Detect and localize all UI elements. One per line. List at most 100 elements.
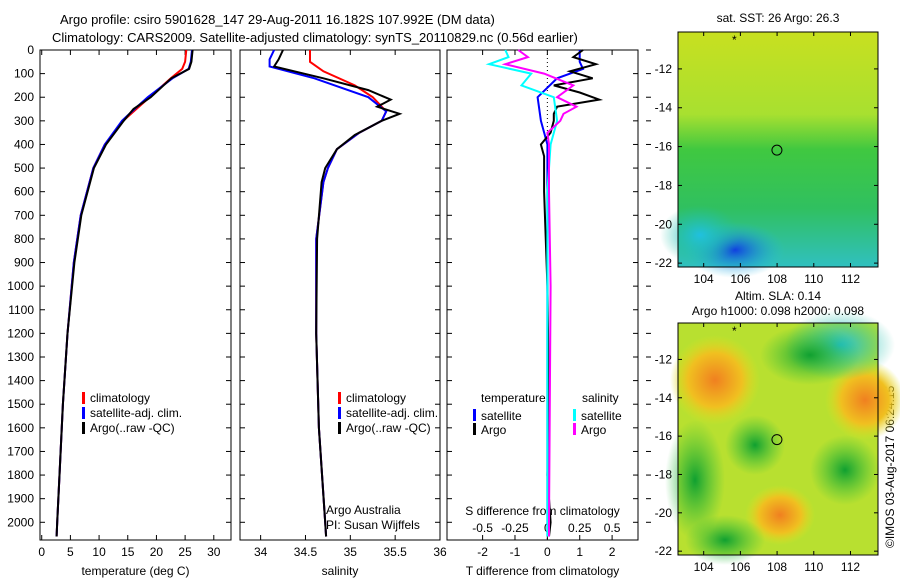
legend-swatch [338,407,341,419]
x-tick-label: -1 [510,545,521,559]
sla-map-frame [677,322,879,556]
y-tick-label: 0 [27,43,34,57]
sla-low-region [810,435,880,505]
series-line-satellite-adj-clim- [55,49,193,537]
sla-low-region [725,415,785,475]
y-tick-label: 1500 [7,397,34,411]
legend-label: Argo [581,423,607,437]
legend-swatch [573,409,576,421]
legend-swatch [573,423,576,435]
y-tick-label: 1300 [7,350,34,364]
x-tick-label: 0 [544,545,551,559]
x-tick-label: 1 [576,545,583,559]
map-x-tick-label: 112 [841,560,860,574]
series-line-t-argo [539,49,604,537]
y-tick-label: 1600 [7,421,34,435]
series-line-t-satellite [536,50,585,537]
s-diff-tick-label: 0.25 [568,521,592,535]
y-tick-label: 2000 [7,515,34,529]
x-tick-label: 25 [178,545,192,559]
y-tick-label: 1800 [7,468,34,482]
difference-panel: -2 -1 0 1 2 T difference from climatology -0.5… [446,49,651,578]
map-x-tick-label: 106 [730,560,750,574]
sst-cyan-region [660,205,740,265]
legend-label: satellite [481,409,522,423]
map-y-tick-label: -16 [655,429,673,443]
plot-frame [446,49,639,541]
sla-low-region [760,325,860,385]
x-tick-label: 35.5 [383,545,407,559]
map-x-tick-label: 112 [841,272,860,286]
profile-location-marker [771,144,783,156]
legend-label: Argo(..raw -QC) [346,421,431,435]
sla-low-region [665,420,725,540]
map-y-tick-label: -16 [655,140,673,154]
x-tick-label: 36 [433,545,447,559]
sla-map: Altim. SLA: 0.14 Argo h1000: 0.098 h2000… [655,289,900,574]
map-x-tick-label: 104 [694,272,714,286]
legend-label: satellite [581,409,622,423]
s-diff-axis-label: S difference from climatology [465,504,620,518]
profile-location-marker [771,434,783,446]
y-tick-label: 300 [14,114,34,128]
y-tick-label: 1900 [7,492,34,506]
map-y-tick-label: -18 [655,467,673,481]
map-y-tick-label: -20 [655,506,673,520]
x-axis-label: temperature (deg C) [81,564,189,578]
y-tick-label: 900 [14,256,34,270]
map-x-tick-label: 108 [767,272,787,286]
annotation-text: Argo Australia [326,503,401,517]
map-x-tick-label: 110 [804,272,823,286]
x-axis-label: T difference from climatology [466,564,620,578]
legend-swatch [473,409,476,421]
map-y-tick-label: -18 [655,178,673,192]
y-tick-label: 100 [14,67,34,81]
north-arrow-icon: * [732,324,737,338]
sst-map-title: sat. SST: 26 Argo: 26.3 [717,11,840,25]
legend-swatch [82,422,85,434]
sla-low-region [685,515,765,565]
plot-frame [239,49,441,541]
sla-high-region [670,335,760,425]
legend-swatch [338,422,341,434]
s-diff-tick-label: -0.25 [501,521,529,535]
plot-frame [39,49,232,541]
series-line-satellite-adj-clim- [268,49,388,537]
map-y-tick-label: -12 [655,352,673,366]
title-line-1: Argo profile: csiro 5901628_147 29-Aug-2… [60,12,495,27]
map-y-tick-label: -14 [655,391,673,405]
series-line-s-argo [501,49,579,537]
sst-map-frame [677,31,879,268]
legend-title-temperature: temperature [481,391,546,405]
y-tick-label: 600 [14,185,34,199]
x-tick-label: 2 [609,545,616,559]
map-y-tick-label: -20 [655,217,673,231]
sla-high-region [745,485,815,545]
y-tick-label: 1200 [7,326,34,340]
map-x-tick-label: 104 [694,560,714,574]
sla-map-title-1: Altim. SLA: 0.14 [735,289,821,303]
map-y-tick-label: -22 [655,544,673,558]
map-x-tick-label: 106 [730,272,750,286]
x-tick-label: 15 [121,545,135,559]
map-x-tick-label: 110 [804,560,823,574]
legend-swatch [473,423,476,435]
x-tick-label: 34 [254,545,268,559]
s-diff-tick-label: 0.5 [604,521,621,535]
sst-map: sat. SST: 26 Argo: 26.3 104 106 108 110 112 -… [655,11,879,286]
x-tick-label: 5 [67,545,74,559]
map-x-tick-label: 108 [767,560,787,574]
map-y-tick-label: -22 [655,256,673,270]
y-tick-label: 200 [14,90,34,104]
y-tick-label: 700 [14,208,34,222]
y-tick-label: 1700 [7,444,34,458]
legend-label: climatology [346,391,406,405]
y-tick-label: 400 [14,137,34,151]
legend-label: Argo(..raw -QC) [90,421,175,435]
x-tick-label: -2 [477,545,488,559]
series-line-argo-raw-qc- [272,49,403,537]
sla-high-region [825,360,900,440]
annotation-text: PI: Susan Wijffels [326,518,420,532]
y-tick-label: 1000 [7,279,34,293]
